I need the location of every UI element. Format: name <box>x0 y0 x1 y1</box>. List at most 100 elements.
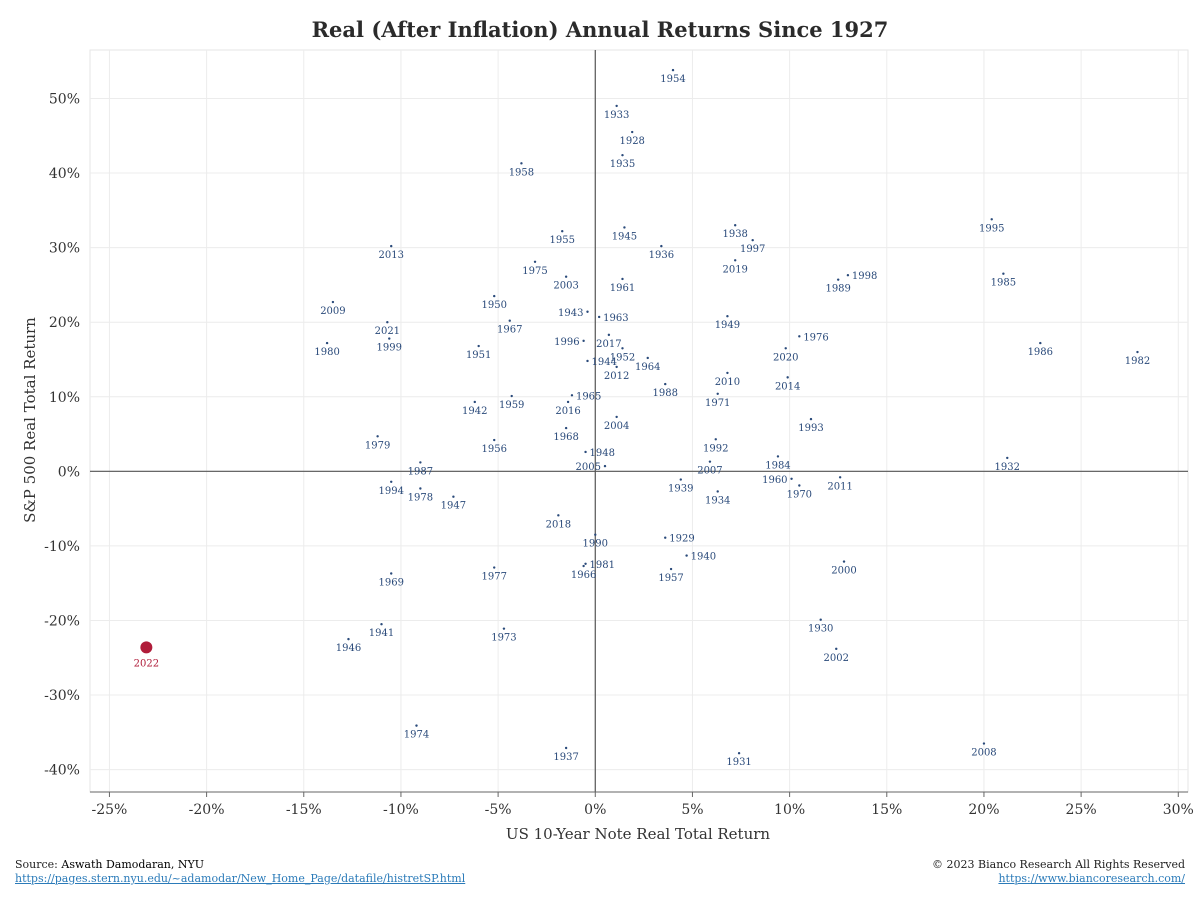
data-label-1982: 1982 <box>1125 356 1150 367</box>
data-point-1975 <box>533 260 537 263</box>
data-point-2004 <box>615 415 618 419</box>
data-point-1996 <box>582 339 585 343</box>
data-label-1951: 1951 <box>466 350 491 361</box>
y-tick-label: 40% <box>49 166 80 182</box>
data-label-1995: 1995 <box>979 223 1004 234</box>
data-point-2016 <box>566 400 570 404</box>
data-point-1931 <box>737 752 741 755</box>
data-label-2011: 2011 <box>827 481 852 492</box>
data-point-2011 <box>838 476 842 479</box>
data-point-1945 <box>623 226 626 229</box>
data-point-1948 <box>584 450 587 454</box>
data-point-1999 <box>388 337 391 340</box>
data-label-1976: 1976 <box>803 332 828 343</box>
data-point-1937 <box>564 746 568 750</box>
data-point-1986 <box>1039 341 1042 345</box>
data-point-1944 <box>586 359 589 363</box>
x-tick-label: -15% <box>286 802 322 818</box>
data-point-1951 <box>477 344 480 348</box>
data-point-1969 <box>390 572 393 575</box>
data-point-1949 <box>726 315 729 318</box>
data-point-2000 <box>842 560 846 563</box>
data-point-1958 <box>520 162 523 165</box>
data-label-1950: 1950 <box>481 300 506 311</box>
data-point-2013 <box>390 244 393 248</box>
data-label-2004: 2004 <box>604 421 629 432</box>
x-axis-label: US 10-Year Note Real Total Return <box>506 825 770 843</box>
data-label-2002: 2002 <box>824 653 849 664</box>
data-point-1955 <box>561 230 564 233</box>
data-label-1997: 1997 <box>740 244 765 255</box>
data-point-1992 <box>714 438 717 441</box>
data-label-1933: 1933 <box>604 110 629 121</box>
data-point-1964 <box>646 356 649 360</box>
x-tick-label: 0% <box>584 802 606 818</box>
data-label-1941: 1941 <box>369 628 394 639</box>
data-point-1998 <box>846 274 850 277</box>
data-label-1936: 1936 <box>649 250 674 261</box>
data-label-2013: 2013 <box>378 250 403 261</box>
source-link[interactable]: https://pages.stern.nyu.edu/~adamodar/Ne… <box>15 872 466 885</box>
data-point-1993 <box>809 417 813 421</box>
plot-area <box>89 49 1189 793</box>
data-label-1994: 1994 <box>378 486 403 497</box>
data-label-1948: 1948 <box>590 448 615 459</box>
data-point-1965 <box>570 394 574 397</box>
data-label-1965: 1965 <box>576 391 601 402</box>
data-point-1956 <box>493 438 496 442</box>
data-point-2020 <box>784 347 787 350</box>
data-label-1954: 1954 <box>660 74 685 85</box>
data-label-1987: 1987 <box>408 466 433 477</box>
data-label-1961: 1961 <box>610 283 635 294</box>
data-point-1930 <box>819 618 822 621</box>
axes: -25% -20% -15% -10% -5% 0% 5% 10% 15% 20% 25% 30% -4… <box>44 50 1194 818</box>
data-point-1934 <box>716 490 719 493</box>
data-label-1981: 1981 <box>590 560 615 571</box>
data-point-2018 <box>557 514 560 517</box>
data-label-1932: 1932 <box>995 462 1020 473</box>
data-label-1993: 1993 <box>798 423 823 434</box>
grid <box>89 49 1189 793</box>
data-label-2021: 2021 <box>375 326 400 337</box>
data-point-1985 <box>1002 272 1005 275</box>
data-point-2021 <box>386 320 389 324</box>
data-point-1933 <box>615 104 618 108</box>
data-label-1934: 1934 <box>705 495 730 506</box>
data-point-1950 <box>493 294 496 298</box>
data-label-1952: 1952 <box>610 352 635 363</box>
data-point-1995 <box>990 218 993 221</box>
y-tick-label: -30% <box>44 688 80 704</box>
data-label-1935: 1935 <box>610 159 635 170</box>
data-label-1946: 1946 <box>336 643 361 654</box>
data-point-2017 <box>607 333 611 337</box>
data-point-1940 <box>685 554 688 557</box>
data-label-1949: 1949 <box>715 320 740 331</box>
data-label-1968: 1968 <box>553 432 578 443</box>
data-point-2002 <box>835 647 838 651</box>
x-tick-label: 5% <box>681 802 703 818</box>
data-label-2005: 2005 <box>576 462 601 473</box>
site-link[interactable]: https://www.biancoresearch.com/ <box>998 872 1185 885</box>
data-point-1952 <box>621 347 624 350</box>
data-label-1942: 1942 <box>462 406 487 417</box>
data-label-1940: 1940 <box>691 552 716 563</box>
data-point-1978 <box>419 487 422 490</box>
data-label-1989: 1989 <box>825 284 850 295</box>
data-point-1963 <box>597 315 601 319</box>
data-label-1944: 1944 <box>592 357 617 368</box>
data-point-1935 <box>621 153 624 157</box>
data-label-1975: 1975 <box>522 266 547 277</box>
data-label-2014: 2014 <box>775 381 800 392</box>
data-label-1957: 1957 <box>658 573 683 584</box>
data-label-2003: 2003 <box>553 281 578 292</box>
data-label-1974: 1974 <box>404 730 429 741</box>
data-point-2019 <box>733 259 737 262</box>
data-point-1932 <box>1006 456 1009 460</box>
data-point-1989 <box>836 278 840 281</box>
source-line: Source: Aswath Damodaran, NYU <box>15 858 465 872</box>
data-label-1929: 1929 <box>669 534 694 545</box>
data-point-1987 <box>419 461 422 464</box>
data-point-1936 <box>660 244 663 248</box>
data-label-2007: 2007 <box>697 466 722 477</box>
data-label-1984: 1984 <box>765 460 790 471</box>
